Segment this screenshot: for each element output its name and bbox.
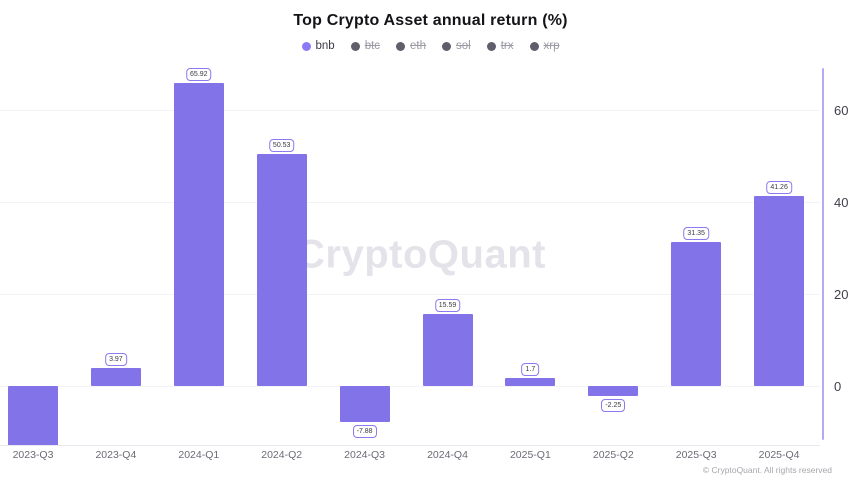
x-tick-label-2025-Q2: 2025-Q2: [592, 449, 634, 461]
legend-dot-bnb: [301, 41, 311, 51]
bar-2025-Q4[interactable]: [754, 196, 805, 386]
value-label-2025-Q3: 31.35: [683, 226, 709, 240]
y-tick-label-60: 60: [834, 103, 849, 118]
value-label-2024-Q1: 65.92: [186, 67, 212, 81]
y-tick-label-40: 40: [834, 195, 849, 210]
bar-2024-Q4[interactable]: [422, 314, 473, 386]
x-tick-label-2025-Q3: 2025-Q3: [675, 449, 717, 461]
legend-item-bnb[interactable]: bnb: [301, 40, 335, 52]
legend-label: eth: [410, 40, 427, 52]
y-tick-label-20: 20: [834, 287, 849, 302]
legend-label: btc: [364, 40, 381, 52]
legend-dot-btc: [350, 41, 360, 51]
gridline-20: [0, 294, 820, 295]
legend-item-btc[interactable]: btc: [350, 40, 381, 52]
bar-2024-Q3[interactable]: [339, 386, 390, 423]
bar-2025-Q1[interactable]: [505, 378, 556, 386]
x-tick-label-2023-Q3: 2023-Q3: [12, 449, 54, 461]
value-label-2023-Q4: 3.97: [105, 352, 127, 366]
value-label-2024-Q4: 15.59: [434, 299, 461, 313]
chart-title: Top Crypto Asset annual return (%): [293, 12, 568, 29]
gridline-60: [0, 110, 820, 111]
legend-dot-eth: [396, 41, 406, 51]
legend-label: bnb: [315, 40, 335, 52]
bar-2023-Q3[interactable]: [8, 386, 58, 445]
legend-label: sol: [456, 40, 471, 52]
value-label-2025-Q1: 1.7: [521, 363, 540, 377]
bar-2023-Q4[interactable]: [90, 367, 141, 386]
gridline-40: [0, 202, 820, 203]
legend-item-xrp[interactable]: xrp: [529, 40, 560, 52]
bar-2025-Q2[interactable]: [588, 386, 639, 397]
x-tick-label-2024-Q1: 2024-Q1: [178, 449, 220, 461]
watermark: CryptoQuant: [296, 232, 546, 277]
copyright-text: © CryptoQuant. All rights reserved: [702, 465, 832, 475]
legend-label: xrp: [543, 40, 560, 52]
plot-area: CryptoQuant 3.97 65.92 50.53 -7.88 15.59 1.7 -…: [0, 60, 820, 446]
x-tick-label-2024-Q2: 2024-Q2: [261, 449, 303, 461]
y-axis-line: [822, 68, 824, 440]
value-label-2025-Q4: 41.26: [766, 181, 792, 195]
x-tick-label-2023-Q4: 2023-Q4: [95, 449, 137, 461]
bar-2024-Q2[interactable]: [256, 153, 307, 386]
x-tick-label-2025-Q1: 2025-Q1: [509, 449, 551, 461]
legend-dot-trx: [486, 41, 496, 51]
legend-item-eth[interactable]: eth: [396, 40, 426, 52]
legend: bnb btc eth sol trx xrp: [0, 40, 861, 52]
value-label-2025-Q2: -2.25: [601, 399, 626, 413]
value-label-2024-Q3: -7.88: [352, 425, 377, 439]
bar-2024-Q1[interactable]: [173, 82, 224, 386]
y-tick-label-0: 0: [834, 379, 842, 394]
legend-item-trx[interactable]: trx: [486, 40, 514, 52]
legend-dot-sol: [442, 41, 452, 51]
legend-item-sol[interactable]: sol: [442, 40, 471, 52]
value-label-2024-Q2: 50.53: [268, 138, 295, 152]
legend-dot-xrp: [529, 41, 539, 51]
legend-label: trx: [500, 40, 514, 52]
x-tick-label-2024-Q4: 2024-Q4: [427, 449, 468, 461]
bar-2025-Q3[interactable]: [671, 241, 722, 386]
x-tick-label-2025-Q4: 2025-Q4: [758, 449, 800, 461]
gridline-0: [0, 386, 820, 387]
x-tick-label-2024-Q3: 2024-Q3: [344, 449, 386, 461]
